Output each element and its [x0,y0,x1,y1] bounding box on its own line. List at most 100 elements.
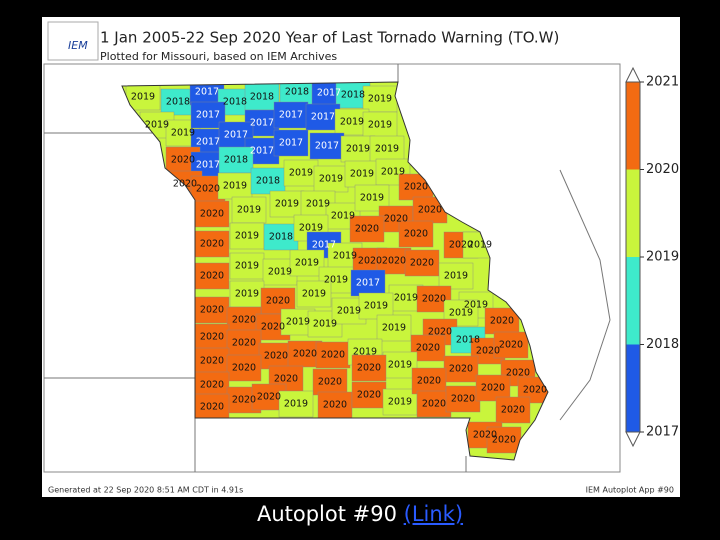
county-label: 2018 [166,97,190,108]
county [351,381,387,409]
county-label: 2020 [261,322,285,333]
county [194,230,230,258]
county [218,146,254,174]
county [194,371,230,399]
county-label: 2019 [353,347,377,358]
county-label: 2017 [279,110,303,121]
county-label: 2018 [285,87,309,98]
subtitle: Plotted for Missouri, based on IEM Archi… [100,50,337,63]
county-label: 2020 [481,383,505,394]
county-label: 2020 [257,392,281,403]
caption-link[interactable]: (Link) [403,502,464,526]
county [443,355,479,383]
county [411,367,447,395]
county-label: 2019 [171,128,195,139]
county-label: 2017 [196,110,220,121]
county-label: 2020 [200,209,224,220]
county-label: 2019 [268,267,292,278]
county-label: 2020 [404,182,428,193]
county [125,83,161,111]
county-label: 2020 [355,224,379,235]
county [226,306,262,334]
colorbar-bin [626,257,640,345]
county [226,329,262,357]
county-label: 2020 [232,395,256,406]
footer-right: IEM Autoplot App #90 [586,486,674,495]
county [194,262,230,290]
county [362,85,398,113]
county-label: 2019 [299,223,323,234]
county-label: 2020 [506,368,530,379]
county-label: 2020 [200,271,224,282]
county-label: 2017 [250,146,274,157]
county [416,390,452,418]
county-label: 2019 [364,301,388,312]
county-label: 2019 [375,144,399,155]
county [376,314,412,342]
county-label: 2020 [200,305,224,316]
county-label: 2019 [388,397,412,408]
county [194,393,230,421]
colorbar-tick-label: 2021 [646,75,679,90]
county-label: 2020 [274,374,298,385]
county-label: 2020 [357,390,381,401]
county-label: 2019 [286,317,310,328]
county-label: 2019 [223,181,247,192]
caption: Autoplot #90 (Link) [0,502,720,526]
county [226,354,262,382]
county-label: 2020 [264,351,288,362]
county-label: 2018 [250,92,274,103]
county-label: 2020 [200,332,224,343]
county-label: 2019 [306,199,330,210]
county-label: 2019 [388,360,412,371]
county-label: 2020 [428,327,452,338]
county [229,222,265,250]
county-label: 2017 [356,278,380,289]
county-label: 2017 [312,240,336,251]
county-label: 2018 [456,335,480,346]
county [278,390,314,418]
county-label: 2019 [368,94,392,105]
county [362,111,398,139]
county-label: 2018 [269,232,293,243]
county [493,331,529,359]
colorbar-tick-label: 2019 [646,250,679,265]
county-label: 2020 [232,363,256,374]
county-label: 2019 [350,169,374,180]
county-label: 2020 [321,350,345,361]
county-label: 2020 [410,258,434,269]
county-label: 2020 [232,338,256,349]
county [250,167,286,195]
colorbar: 2017 2018 2019 2020 2021 [625,66,679,448]
county-label: 2019 [444,271,468,282]
state-lines [44,64,611,472]
county [194,296,230,324]
county-label: 2020 [323,400,347,411]
title: 1 Jan 2005-22 Sep 2020 Year of Last Torn… [100,29,559,47]
county [349,215,385,243]
county-label: 2019 [319,174,343,185]
county-label: 2020 [200,356,224,367]
colorbar-tick-label: 2018 [646,337,679,352]
county-label: 2020 [422,294,446,305]
county-label: 2020 [404,229,428,240]
county [438,262,474,290]
county-label: 2020 [501,405,525,416]
county-label: 2019 [235,231,259,242]
colorbar-tick-label: 2017 [646,425,679,440]
county-label: 2017 [315,141,339,152]
county [273,129,309,157]
county-label: 2019 [331,211,355,222]
county-label: 2020 [357,363,381,374]
county-label: 2020 [173,179,197,190]
county-label: 2020 [266,296,290,307]
county [475,374,511,402]
county [404,249,440,277]
county-label: 2020 [473,430,497,441]
county-label: 2020 [318,377,342,388]
county-label: 2019 [235,261,259,272]
county-label: 2020 [200,380,224,391]
